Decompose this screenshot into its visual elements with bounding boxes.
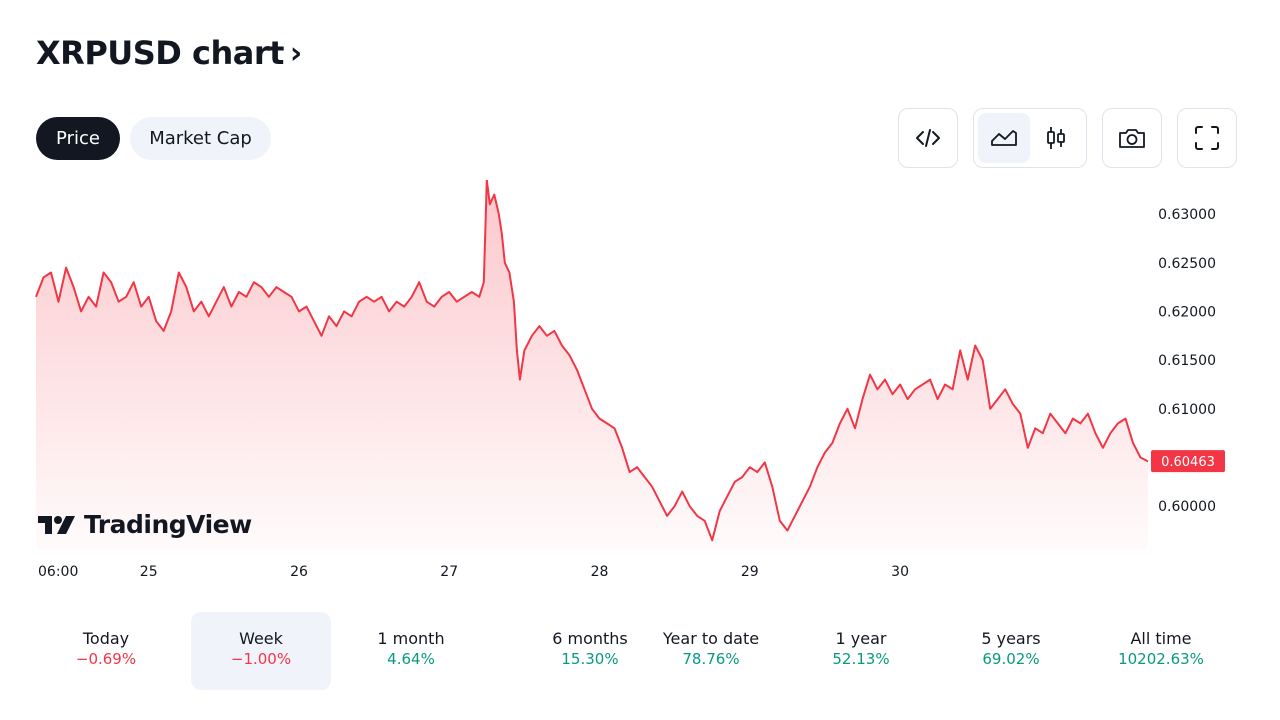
candlestick-icon [1047, 127, 1065, 149]
period-year-to-date[interactable]: Year to date 78.76% [641, 612, 781, 690]
chart-style-switch [973, 108, 1087, 168]
snapshot-button[interactable] [1102, 108, 1162, 168]
y-tick-label: 0.62500 [1158, 256, 1216, 272]
period-performance-bar: Today −0.69% Week −1.00% 1 month 4.64% 6… [36, 612, 1244, 690]
period-6-months[interactable]: 6 months 15.30% [520, 612, 660, 690]
page-title[interactable]: XRPUSD chart › [36, 34, 302, 72]
last-price-label: 0.60463 [1161, 455, 1215, 470]
period-value: 4.64% [387, 650, 435, 668]
embed-code-icon [916, 129, 940, 147]
period-value: 52.13% [832, 650, 890, 668]
period-value: 15.30% [561, 650, 619, 668]
tradingview-logo-text: TradingView [84, 510, 252, 539]
period-all-time[interactable]: All time 10202.63% [1091, 612, 1231, 690]
period-label: 5 years [981, 629, 1041, 648]
period-week[interactable]: Week −1.00% [191, 612, 331, 690]
x-tick-label: 29 [741, 564, 759, 580]
period-label: 1 month [377, 629, 445, 648]
tradingview-logo[interactable]: TradingView [38, 510, 252, 539]
page-title-text: XRPUSD chart [36, 34, 284, 72]
area-chart-icon [991, 130, 1017, 146]
last-price-badge [1151, 450, 1225, 473]
period-1-month[interactable]: 1 month 4.64% [341, 612, 481, 690]
period-1-year[interactable]: 1 year 52.13% [791, 612, 931, 690]
candles-style-button[interactable] [1030, 113, 1082, 163]
chevron-right-icon: › [289, 35, 302, 71]
tradingview-logo-icon [38, 515, 75, 534]
area-style-button[interactable] [978, 113, 1030, 163]
x-tick-label: 26 [290, 564, 308, 580]
fullscreen-icon [1195, 126, 1219, 150]
y-tick-label: 0.61000 [1158, 402, 1216, 418]
x-tick-label: 25 [140, 564, 158, 580]
x-tick-label: 27 [440, 564, 458, 580]
embed-button[interactable] [898, 108, 958, 168]
period-label: Today [82, 629, 130, 648]
camera-icon [1119, 129, 1145, 148]
y-tick-label: 0.61500 [1158, 353, 1216, 369]
x-tick-label: 30 [891, 564, 909, 580]
period-today[interactable]: Today −0.69% [36, 612, 176, 690]
tab-price[interactable]: Price [36, 117, 120, 160]
period-5-years[interactable]: 5 years 69.02% [941, 612, 1081, 690]
y-axis: 0.63000 0.62500 0.62000 0.61500 0.61000 0.600… [1158, 207, 1216, 515]
period-label: Year to date [662, 629, 760, 648]
price-chart[interactable]: 0.63000 0.62500 0.62000 0.61500 0.61000 0.600… [0, 180, 1280, 590]
period-label: Week [239, 629, 283, 648]
period-label: 6 months [552, 629, 628, 648]
y-tick-label: 0.63000 [1158, 207, 1216, 223]
period-label: All time [1130, 629, 1192, 648]
x-tick-label: 28 [591, 564, 609, 580]
x-axis: 06:00 25 26 27 28 29 30 [38, 564, 909, 580]
period-value: 78.76% [682, 650, 740, 668]
x-tick-label: 06:00 [38, 564, 78, 580]
period-label: 1 year [835, 629, 887, 648]
y-tick-label: 0.62000 [1158, 304, 1216, 320]
period-value: 10202.63% [1118, 650, 1204, 668]
period-value: −1.00% [230, 650, 292, 668]
tab-market-cap[interactable]: Market Cap [130, 117, 271, 160]
last-price-marker: 0.60463 [1151, 450, 1225, 473]
period-value: −0.69% [75, 650, 137, 668]
price-area [36, 180, 1148, 550]
price-line [35, 180, 1149, 542]
fullscreen-button[interactable] [1177, 108, 1237, 168]
period-value: 69.02% [982, 650, 1040, 668]
y-tick-label: 0.60000 [1158, 499, 1216, 515]
